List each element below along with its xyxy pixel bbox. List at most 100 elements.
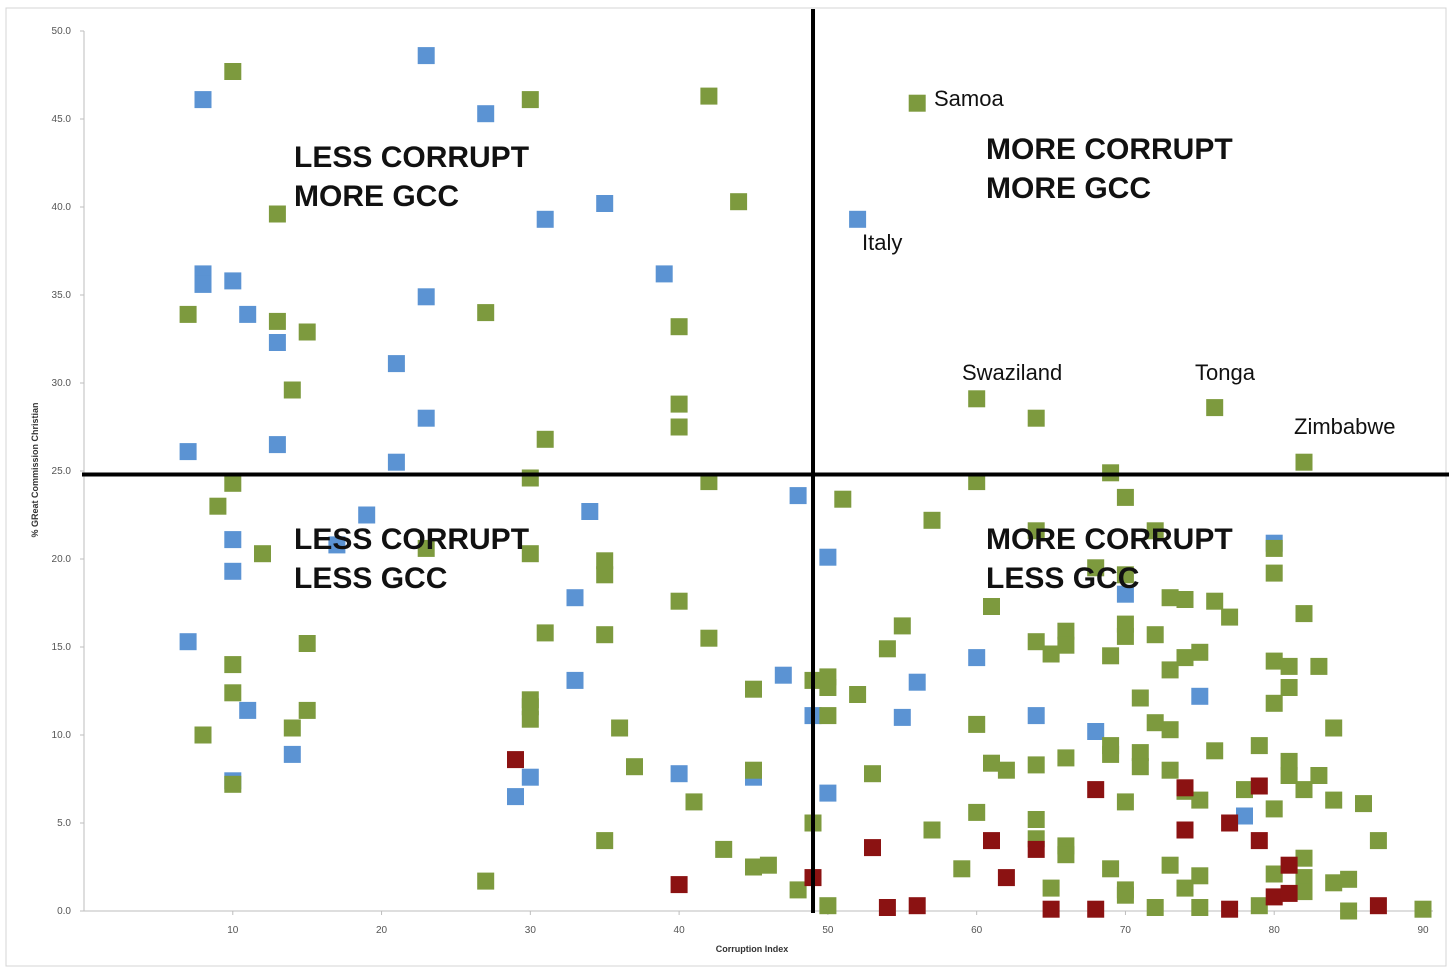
data-point-blue <box>596 195 613 212</box>
data-point-green <box>1177 649 1194 666</box>
data-point-green <box>879 640 896 657</box>
data-point-green <box>671 396 688 413</box>
data-point-green <box>924 512 941 529</box>
data-point-green <box>224 684 241 701</box>
data-point-red <box>1028 841 1045 858</box>
data-point-blue <box>909 674 926 691</box>
data-point-blue <box>269 436 286 453</box>
y-tick-label: 15.0 <box>52 642 72 653</box>
data-point-blue <box>507 788 524 805</box>
x-tick-label: 10 <box>227 925 239 936</box>
data-point-blue <box>239 702 256 719</box>
y-tick-label: 45.0 <box>52 114 72 125</box>
data-point-green <box>1325 792 1342 809</box>
data-point-green <box>745 859 762 876</box>
data-point-green <box>1266 540 1283 557</box>
quadrant-label-more-corrupt-more-gcc-line2: MORE GCC <box>986 172 1151 205</box>
data-point-green <box>1266 866 1283 883</box>
data-point-green <box>1162 762 1179 779</box>
data-point-green <box>968 390 985 407</box>
y-tick-label: 5.0 <box>57 818 71 829</box>
data-point-blue <box>819 549 836 566</box>
x-tick-label: 80 <box>1269 925 1281 936</box>
quadrant-label-more-corrupt-more-gcc-line1: MORE CORRUPT <box>986 133 1233 166</box>
data-point-blue <box>1028 707 1045 724</box>
data-point-green <box>1296 850 1313 867</box>
data-point-red <box>1087 781 1104 798</box>
x-axis-title: Corruption Index <box>716 944 789 954</box>
data-point-green <box>1147 899 1164 916</box>
data-point-green <box>819 679 836 696</box>
data-point-green <box>953 860 970 877</box>
data-point-blue <box>239 306 256 323</box>
data-point-green <box>1132 690 1149 707</box>
data-point-green <box>224 776 241 793</box>
data-point-green <box>671 419 688 436</box>
data-point-green <box>284 720 301 737</box>
data-point-green <box>299 702 316 719</box>
data-point-green <box>1206 399 1223 416</box>
data-point-green <box>671 318 688 335</box>
data-point-green <box>1028 633 1045 650</box>
data-point-green <box>1370 832 1387 849</box>
y-tick-label: 30.0 <box>52 378 72 389</box>
data-point-green <box>1325 874 1342 891</box>
data-point-blue <box>388 454 405 471</box>
y-tick-label: 35.0 <box>52 290 72 301</box>
data-point-green <box>1296 605 1313 622</box>
data-point-green <box>1340 903 1357 920</box>
data-point-red <box>879 899 896 916</box>
annotation-samoa: Samoa <box>934 86 1004 111</box>
data-point-blue <box>537 211 554 228</box>
quadrant-label-less-corrupt-less-gcc-line2: LESS GCC <box>294 562 447 595</box>
y-tick-label: 25.0 <box>52 466 72 477</box>
data-point-green <box>864 765 881 782</box>
data-point-blue <box>894 709 911 726</box>
data-point-blue <box>477 105 494 122</box>
data-point-green <box>1325 720 1342 737</box>
data-point-green <box>224 656 241 673</box>
data-point-green <box>1296 454 1313 471</box>
data-point-green <box>1310 767 1327 784</box>
data-point-blue <box>180 443 197 460</box>
data-point-red <box>1221 815 1238 832</box>
data-point-blue <box>1191 688 1208 705</box>
data-point-green <box>1266 565 1283 582</box>
data-point-green <box>1147 714 1164 731</box>
quadrant-label-less-corrupt-less-gcc-line1: LESS CORRUPT <box>294 523 529 556</box>
data-point-green <box>1191 792 1208 809</box>
data-point-green <box>537 431 554 448</box>
data-point-green <box>1162 661 1179 678</box>
data-point-green <box>745 681 762 698</box>
data-point-green <box>299 324 316 341</box>
data-point-green <box>269 206 286 223</box>
data-point-green <box>1266 800 1283 817</box>
data-point-blue <box>180 633 197 650</box>
data-point-green <box>477 873 494 890</box>
annotation-swaziland: Swaziland <box>962 360 1062 385</box>
data-point-green <box>849 686 866 703</box>
data-point-green <box>1057 637 1074 654</box>
data-point-green <box>1028 756 1045 773</box>
data-point-blue <box>224 563 241 580</box>
data-point-blue <box>195 276 212 293</box>
data-point-green <box>730 193 747 210</box>
data-point-green <box>1117 628 1134 645</box>
y-tick-label: 10.0 <box>52 730 72 741</box>
data-point-green <box>924 822 941 839</box>
data-point-green <box>1206 593 1223 610</box>
data-point-blue <box>418 410 435 427</box>
data-point-green <box>983 598 1000 615</box>
data-point-green <box>834 491 851 508</box>
data-point-green <box>1102 647 1119 664</box>
data-point-green <box>1266 695 1283 712</box>
data-point-green <box>1251 737 1268 754</box>
y-tick-label: 0.0 <box>57 906 71 917</box>
quadrant-label-more-corrupt-less-gcc-line2: LESS GCC <box>986 562 1139 595</box>
data-point-green <box>1206 742 1223 759</box>
data-point-blue <box>358 507 375 524</box>
data-point-green <box>894 617 911 634</box>
data-point-red <box>1281 857 1298 874</box>
data-point-blue <box>269 334 286 351</box>
